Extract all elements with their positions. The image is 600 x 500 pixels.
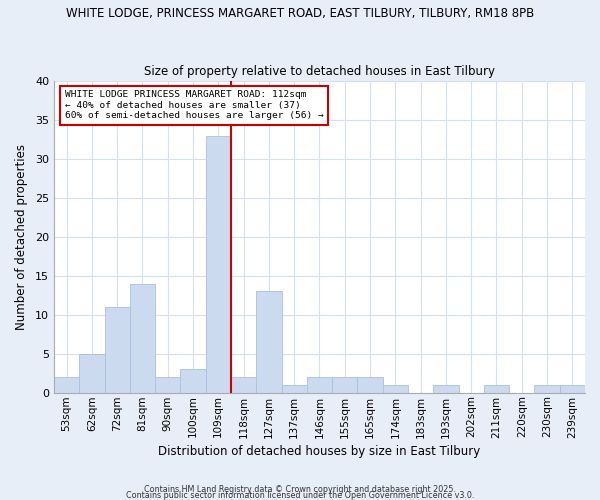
Title: Size of property relative to detached houses in East Tilbury: Size of property relative to detached ho…: [144, 66, 495, 78]
Bar: [383, 385, 408, 392]
Bar: [484, 385, 509, 392]
Text: Contains public sector information licensed under the Open Government Licence v3: Contains public sector information licen…: [126, 490, 474, 500]
Bar: [181, 370, 206, 392]
Bar: [54, 377, 79, 392]
Bar: [281, 385, 307, 392]
Bar: [433, 385, 458, 392]
Bar: [104, 307, 130, 392]
Bar: [560, 385, 585, 392]
Bar: [358, 377, 383, 392]
Bar: [79, 354, 104, 393]
Bar: [231, 377, 256, 392]
Bar: [256, 292, 281, 392]
Bar: [155, 377, 181, 392]
X-axis label: Distribution of detached houses by size in East Tilbury: Distribution of detached houses by size …: [158, 444, 481, 458]
Bar: [206, 136, 231, 392]
Text: Contains HM Land Registry data © Crown copyright and database right 2025.: Contains HM Land Registry data © Crown c…: [144, 484, 456, 494]
Bar: [307, 377, 332, 392]
Y-axis label: Number of detached properties: Number of detached properties: [15, 144, 28, 330]
Bar: [130, 284, 155, 393]
Bar: [332, 377, 358, 392]
Text: WHITE LODGE PRINCESS MARGARET ROAD: 112sqm
← 40% of detached houses are smaller : WHITE LODGE PRINCESS MARGARET ROAD: 112s…: [65, 90, 323, 120]
Text: WHITE LODGE, PRINCESS MARGARET ROAD, EAST TILBURY, TILBURY, RM18 8PB: WHITE LODGE, PRINCESS MARGARET ROAD, EAS…: [66, 8, 534, 20]
Bar: [535, 385, 560, 392]
